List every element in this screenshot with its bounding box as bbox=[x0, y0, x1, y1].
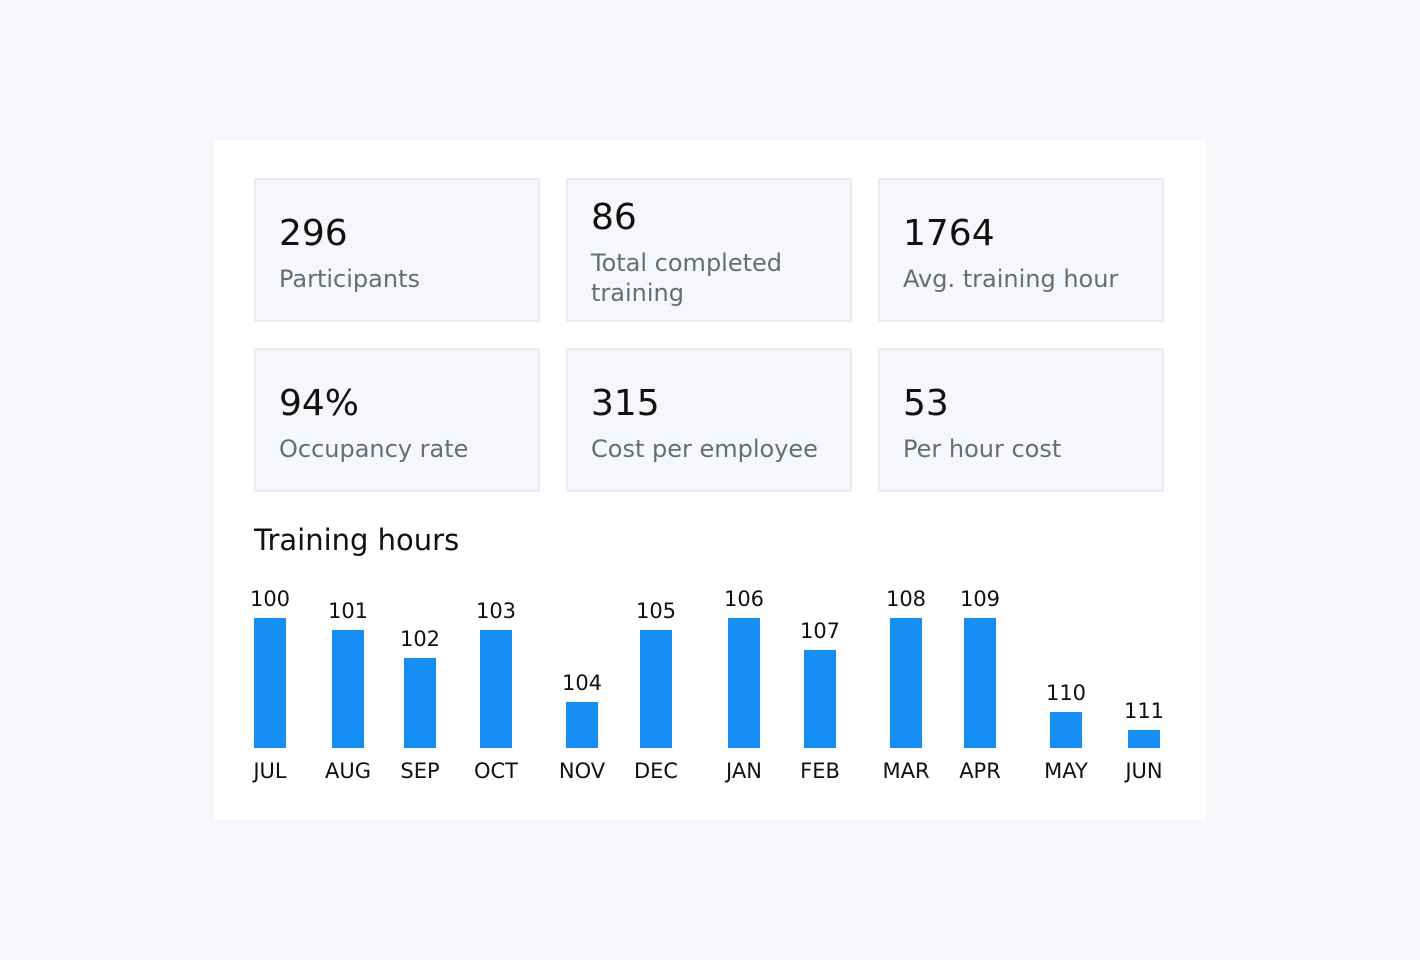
stat-label: Total completed training bbox=[591, 249, 783, 307]
bar-nov bbox=[566, 702, 598, 748]
month-label: JAN bbox=[724, 759, 762, 783]
month-label: JUN bbox=[1123, 759, 1162, 783]
month-label: DEC bbox=[634, 759, 678, 783]
stat-value: 86 bbox=[591, 197, 637, 238]
bar-value-label: 100 bbox=[250, 587, 290, 611]
bar-apr bbox=[964, 618, 996, 748]
stat-label: Cost per employee bbox=[591, 435, 818, 463]
bar-oct bbox=[480, 630, 512, 748]
training-hours-chart: 100 JUL 101 AUG 102 SEP 103 OCT 104 NOV 105 DEC 106 J… bbox=[250, 587, 1164, 783]
bar-value-label: 110 bbox=[1046, 681, 1086, 705]
bar-aug bbox=[332, 630, 364, 748]
stat-label: Occupancy rate bbox=[279, 435, 469, 463]
month-label: SEP bbox=[400, 759, 439, 783]
stat-value: 1764 bbox=[903, 213, 995, 254]
bar-value-label: 111 bbox=[1124, 699, 1164, 723]
month-label: APR bbox=[959, 759, 1001, 783]
month-label: FEB bbox=[800, 759, 840, 783]
bar-value-label: 105 bbox=[636, 599, 676, 623]
month-label: AUG bbox=[325, 759, 371, 783]
stat-card-occupancy-rate: 94% Occupancy rate bbox=[254, 348, 540, 492]
bar-value-label: 101 bbox=[328, 599, 368, 623]
bar-value-label: 109 bbox=[960, 587, 1000, 611]
stat-label: Avg. training hour bbox=[903, 265, 1119, 293]
month-label: MAR bbox=[882, 759, 929, 783]
stat-label: Participants bbox=[279, 265, 420, 293]
bar-value-label: 104 bbox=[562, 671, 602, 695]
stat-label: Per hour cost bbox=[903, 435, 1062, 463]
month-label: NOV bbox=[559, 759, 606, 783]
stat-card-per-hour-cost: 53 Per hour cost bbox=[878, 348, 1164, 492]
bar-value-label: 103 bbox=[476, 599, 516, 623]
bar-mar bbox=[890, 618, 922, 748]
bar-may bbox=[1050, 712, 1082, 748]
month-label: JUL bbox=[251, 759, 287, 783]
bar-sep bbox=[404, 658, 436, 748]
stat-card-cost-per-employee: 315 Cost per employee bbox=[566, 348, 852, 492]
stat-value: 315 bbox=[591, 383, 660, 424]
stat-value: 94% bbox=[279, 383, 360, 424]
bar-feb bbox=[804, 650, 836, 748]
bar-jul bbox=[254, 618, 286, 748]
stat-value: 296 bbox=[279, 213, 348, 254]
stat-card-avg-training-hour: 1764 Avg. training hour bbox=[878, 178, 1164, 322]
month-label: OCT bbox=[474, 759, 518, 783]
chart-title: Training hours bbox=[254, 523, 460, 557]
stat-value: 53 bbox=[903, 383, 949, 424]
bar-value-label: 107 bbox=[800, 619, 840, 643]
bar-jun bbox=[1128, 730, 1160, 748]
stat-card-total-completed-training: 86 Total completed training bbox=[566, 178, 852, 322]
bar-value-label: 108 bbox=[886, 587, 926, 611]
bar-value-label: 106 bbox=[724, 587, 764, 611]
bar-value-label: 102 bbox=[400, 627, 440, 651]
dashboard-panel: 296 Participants 86 Total completed trai… bbox=[214, 140, 1206, 820]
month-label: MAY bbox=[1044, 759, 1088, 783]
bar-dec bbox=[640, 630, 672, 748]
stat-card-participants: 296 Participants bbox=[254, 178, 540, 322]
bar-jan bbox=[728, 618, 760, 748]
